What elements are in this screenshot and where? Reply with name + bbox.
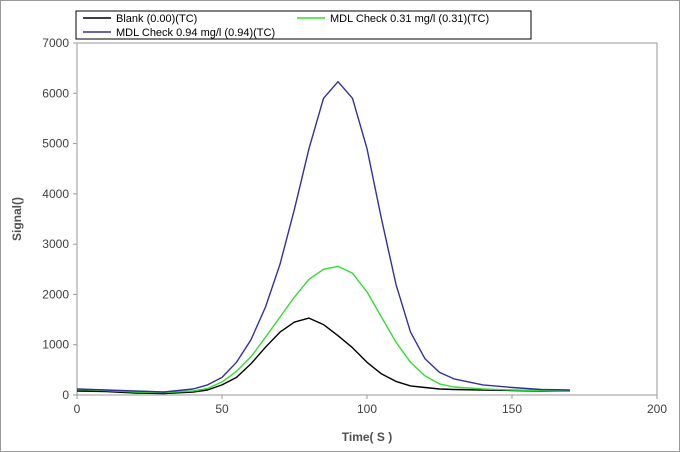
y-tick-label: 5000 [42,137,69,151]
y-tick-label: 6000 [42,86,69,100]
series-group [76,81,571,395]
x-tick-label: 100 [357,402,377,416]
legend-label-blank: Blank (0.00)(TC) [116,13,197,25]
x-tick-label: 200 [647,402,667,416]
series-line-1 [76,265,571,394]
y-tick-label: 2000 [42,287,69,301]
x-tick-label: 0 [74,402,81,416]
series-line-2 [76,81,571,393]
x-axis: 0 50 100 150 200 [74,395,667,416]
y-tick-label: 1000 [42,338,69,352]
x-axis-title: Time( S ) [342,430,392,444]
legend-label-mdl-094: MDL Check 0.94 mg/l (0.94)(TC) [116,27,275,39]
y-tick-label: 7000 [42,36,69,50]
legend: Blank (0.00)(TC) MDL Check 0.31 mg/l (0.… [75,10,532,40]
legend-box [75,10,532,40]
series-line-0 [76,317,570,395]
x-tick-label: 50 [215,402,229,416]
y-tick-label: 3000 [42,237,69,251]
y-axis: 0 1000 2000 3000 4000 5000 6000 7000 [42,36,77,402]
y-tick-label: 0 [62,388,69,402]
legend-label-mdl-031: MDL Check 0.31 mg/l (0.31)(TC) [330,13,489,25]
y-tick-label: 4000 [42,187,69,201]
plot-area [76,42,658,396]
y-axis-title: Signal() [10,197,24,241]
x-tick-label: 150 [502,402,522,416]
